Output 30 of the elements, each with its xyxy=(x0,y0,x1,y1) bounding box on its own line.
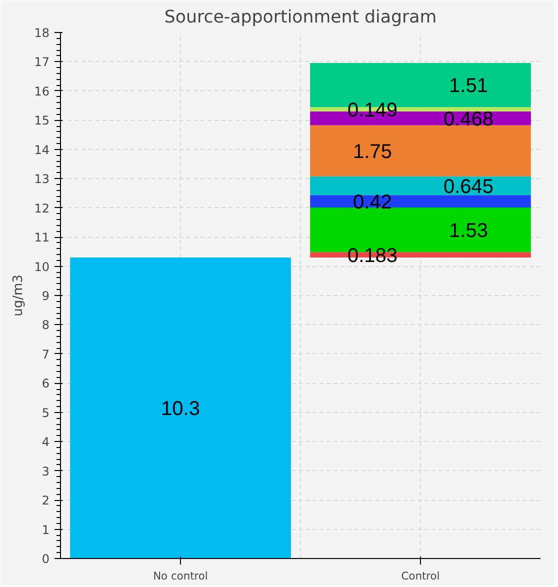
data-label: 0.468 xyxy=(443,108,494,130)
y-tick-label: 6 xyxy=(42,376,50,391)
y-tick-label: 17 xyxy=(34,55,50,70)
data-label: 0.149 xyxy=(347,99,398,122)
data-label: 0.645 xyxy=(443,176,494,198)
y-tick-label: 2 xyxy=(42,494,50,508)
y-tick-label: 7 xyxy=(42,347,50,362)
x-tick-label: No control xyxy=(153,570,208,582)
data-label: 1.75 xyxy=(353,140,392,163)
chart-title: Source-apportionment diagram xyxy=(164,8,437,28)
y-tick-label: 12 xyxy=(34,201,50,216)
y-tick-label: 11 xyxy=(34,230,50,245)
y-tick-label: 1 xyxy=(42,522,50,537)
y-tick-label: 4 xyxy=(42,435,50,450)
y-tick-label: 18 xyxy=(34,26,50,40)
data-label: 1.53 xyxy=(449,220,488,242)
y-tick-label: 0 xyxy=(42,552,50,566)
x-tick-label: Control xyxy=(401,570,440,582)
y-tick-label: 13 xyxy=(34,172,50,186)
y-tick-label: 8 xyxy=(42,318,50,332)
y-tick-label: 16 xyxy=(34,84,50,98)
data-label: 1.51 xyxy=(449,75,488,98)
y-tick-label: 10 xyxy=(34,260,50,274)
y-tick-label: 9 xyxy=(42,289,50,303)
y-tick-label: 14 xyxy=(34,142,50,157)
y-tick-label: 3 xyxy=(42,464,50,478)
data-label: 10.3 xyxy=(161,398,200,420)
y-tick-label: 15 xyxy=(34,114,50,128)
y-axis-title: ug/m3 xyxy=(11,274,26,316)
y-tick-label: 5 xyxy=(42,406,50,420)
